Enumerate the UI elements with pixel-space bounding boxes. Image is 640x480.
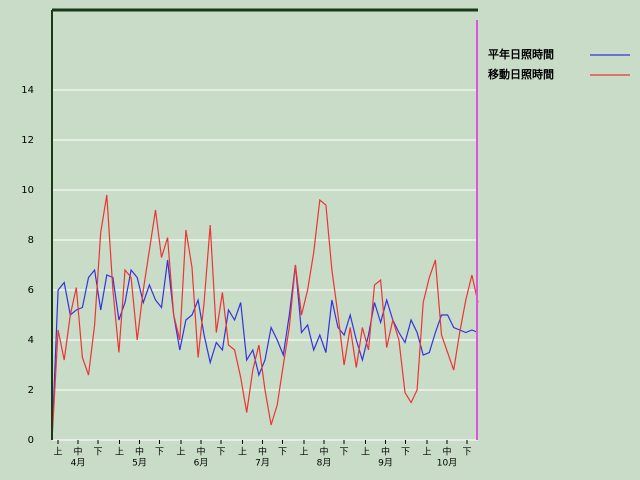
month-label: 4月	[71, 458, 86, 469]
x-tick-label: 中	[442, 446, 451, 458]
x-tick-label: 上	[176, 447, 185, 458]
x-tick-label: 下	[93, 448, 102, 458]
x-tick-label: 上	[238, 447, 247, 458]
y-tick-label: 14	[21, 85, 34, 96]
y-tick-label: 6	[28, 285, 34, 296]
x-tick-label: 上	[422, 447, 431, 458]
x-tick-label: 下	[216, 448, 225, 458]
month-label: 6月	[194, 458, 209, 469]
month-label: 10月	[437, 458, 457, 469]
month-label: 8月	[317, 458, 332, 469]
y-tick-label: 12	[21, 135, 34, 146]
month-label: 5月	[132, 458, 147, 469]
x-tick-label: 下	[339, 448, 348, 458]
y-tick-label: 4	[28, 335, 34, 346]
legend-label: 平年日照時間	[488, 47, 554, 61]
legend-label: 移動日照時間	[488, 67, 554, 81]
month-label: 7月	[255, 458, 270, 469]
x-tick-label: 中	[73, 446, 82, 458]
month-label: 9月	[378, 458, 393, 469]
x-tick-label: 下	[462, 448, 471, 458]
x-tick-label: 上	[299, 447, 308, 458]
x-tick-label: 中	[319, 446, 328, 458]
series-line	[51, 259, 479, 441]
x-tick-label: 下	[155, 448, 164, 458]
x-tick-label: 上	[115, 447, 124, 458]
y-tick-label: 8	[28, 235, 34, 246]
x-tick-label: 中	[196, 446, 205, 458]
y-tick-label: 10	[21, 185, 34, 196]
x-tick-label: 中	[258, 446, 267, 458]
x-tick-label: 上	[361, 447, 370, 458]
x-tick-label: 上	[53, 447, 62, 458]
y-tick-label: 0	[28, 435, 34, 446]
x-tick-label: 下	[401, 448, 410, 458]
x-tick-label: 中	[135, 446, 144, 458]
x-tick-label: 中	[381, 446, 390, 458]
x-tick-label: 下	[278, 448, 287, 458]
y-tick-label: 2	[28, 385, 34, 396]
series-line	[51, 194, 479, 441]
